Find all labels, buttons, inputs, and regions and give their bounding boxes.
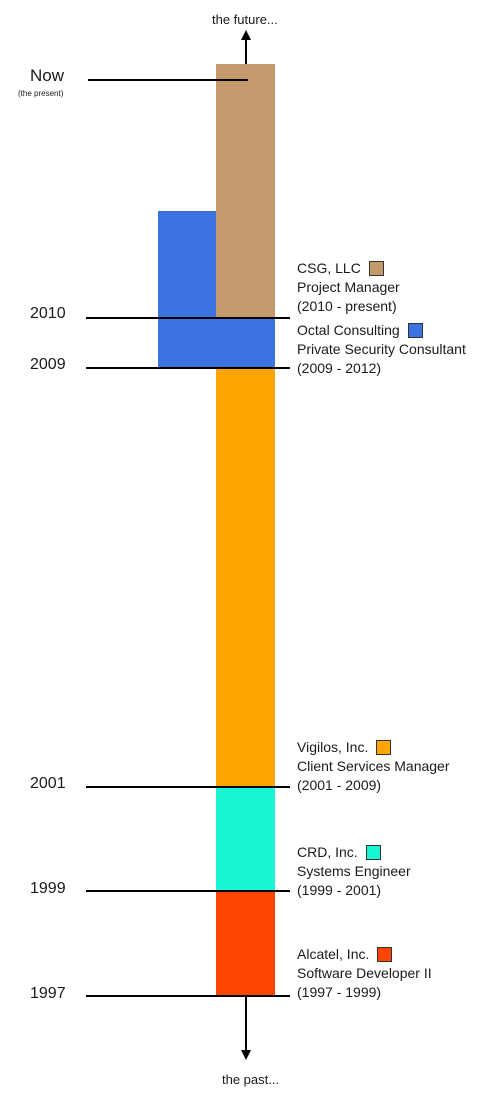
job-title: Project Manager: [297, 279, 400, 295]
job-title: Systems Engineer: [297, 863, 411, 879]
now-label: Now: [30, 66, 65, 85]
year-label-2009: 2009: [30, 356, 66, 373]
job-entry-vigilos: Vigilos, Inc. Client Services Manager (2…: [297, 738, 450, 795]
job-period: (1997 - 1999): [297, 984, 382, 1000]
job-company: CRD, Inc.: [297, 844, 358, 860]
bar-crd: [216, 787, 275, 891]
color-swatch: [365, 845, 381, 860]
color-swatch: [368, 261, 384, 276]
bar-vigilos: [216, 368, 275, 787]
job-period: (2010 - present): [297, 298, 397, 314]
year-label-1999: 1999: [30, 880, 66, 897]
job-period: (2009 - 2012): [297, 360, 382, 376]
year-label-2010: 2010: [30, 305, 66, 322]
bar-octal-overlap: [216, 318, 275, 368]
color-swatch: [376, 740, 392, 755]
color-swatch: [377, 947, 393, 962]
bar-octal-left: [158, 211, 216, 368]
future-label: the future...: [212, 12, 278, 27]
past-label: the past...: [222, 1072, 280, 1087]
job-entry-alcatel: Alcatel, Inc. Software Developer II (199…: [297, 945, 432, 1002]
job-title: Software Developer II: [297, 965, 432, 981]
arrow-down-icon: [241, 1050, 251, 1060]
year-label-2001: 2001: [30, 775, 66, 792]
job-entry-csg: CSG, LLC Project Manager (2010 - present…: [297, 259, 400, 316]
job-period: (1999 - 2001): [297, 882, 382, 898]
job-entry-crd: CRD, Inc. Systems Engineer (1999 - 2001): [297, 843, 411, 900]
now-sublabel: (the present): [18, 89, 64, 98]
job-company: CSG, LLC: [297, 260, 361, 276]
job-company: Octal Consulting: [297, 322, 400, 338]
job-title: Private Security Consultant: [297, 341, 466, 357]
bar-csg: [216, 64, 275, 318]
job-company: Alcatel, Inc.: [297, 946, 370, 962]
job-title: Client Services Manager: [297, 758, 450, 774]
job-period: (2001 - 2009): [297, 777, 382, 793]
job-company: Vigilos, Inc.: [297, 739, 369, 755]
bar-alcatel: [216, 891, 275, 996]
arrow-up-icon: [241, 30, 251, 40]
job-entry-octal: Octal Consulting Private Security Consul…: [297, 321, 466, 378]
color-swatch: [407, 323, 423, 338]
year-label-1997: 1997: [30, 985, 66, 1002]
